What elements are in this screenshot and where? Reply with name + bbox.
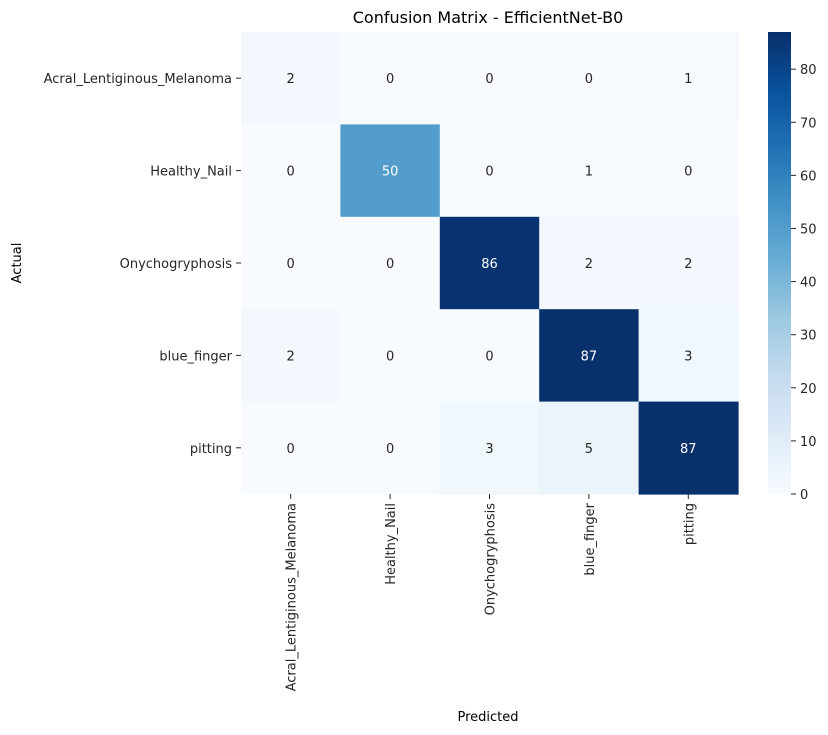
cell-value-label: 87 — [581, 349, 598, 364]
heatmap-cell — [638, 401, 739, 495]
heatmap-cell — [241, 401, 341, 495]
cell-value-label: 3 — [684, 349, 692, 364]
cell-value-label: 0 — [485, 72, 493, 87]
cell-value-label: 5 — [585, 442, 593, 457]
cell-value-label: 0 — [386, 442, 394, 457]
heatmap-cells — [241, 32, 739, 495]
cell-value-label: 0 — [684, 165, 692, 180]
cell-value-label: 0 — [287, 165, 295, 180]
cell-value-label: 1 — [684, 72, 692, 87]
colorbar: 0 10 20 30 40 50 60 70 80 — [768, 32, 817, 503]
cell-value-label: 1 — [585, 165, 593, 180]
y-tick-labels: Acral_Lentiginous_Melanoma Healthy_Nail On… — [44, 72, 241, 457]
cell-value-label: 0 — [386, 72, 394, 87]
cell-value-label: 2 — [684, 257, 692, 272]
colorbar-tick-label: 10 — [800, 435, 817, 450]
heatmap-cell — [539, 124, 640, 218]
heatmap-cell — [241, 216, 341, 310]
cell-annotations: 2 0 0 0 1 0 50 0 1 0 0 0 86 2 2 2 0 0 87 3 0 0 3 5 87 — [287, 72, 697, 457]
chart-title: Confusion Matrix - EfficientNet-B0 — [353, 8, 624, 27]
cell-value-label: 2 — [287, 349, 295, 364]
x-tick-label: Onychogryphosis — [484, 503, 499, 616]
heatmap-cell — [638, 216, 739, 310]
cell-value-label: 0 — [585, 72, 593, 87]
cell-value-label: 0 — [485, 349, 493, 364]
heatmap-cell — [638, 32, 739, 125]
y-tick-label: Onychogryphosis — [120, 257, 233, 272]
cell-value-label: 0 — [386, 349, 394, 364]
cell-value-label: 3 — [485, 442, 493, 457]
heatmap-cell — [539, 32, 640, 125]
cell-value-label: 50 — [382, 165, 399, 180]
heatmap-cell — [539, 216, 640, 310]
y-tick-label: Healthy_Nail — [150, 165, 232, 180]
cell-value-label: 87 — [680, 442, 697, 457]
heatmap-cell — [439, 124, 540, 218]
colorbar-tick-label: 20 — [800, 382, 817, 397]
heatmap-cell — [638, 124, 739, 218]
heatmap-cell — [340, 216, 441, 310]
heatmap-cell — [439, 401, 540, 495]
y-tick-label: blue_finger — [159, 349, 232, 364]
x-axis-label: Predicted — [457, 710, 518, 725]
x-tick-labels: Acral_Lentiginous_Melanoma Healthy_Nail On… — [285, 494, 697, 691]
x-tick-label: pitting — [682, 503, 697, 545]
colorbar-tick-label: 40 — [800, 276, 817, 291]
colorbar-tick-label: 60 — [800, 169, 817, 184]
heatmap-cell — [439, 32, 540, 125]
heatmap-cell — [340, 32, 441, 125]
heatmap-cell — [241, 309, 341, 403]
colorbar-tick-label: 50 — [800, 222, 817, 237]
colorbar-tick-label: 80 — [800, 63, 817, 78]
cell-value-label: 0 — [287, 257, 295, 272]
heatmap-cell — [340, 124, 441, 218]
cell-value-label: 0 — [386, 257, 394, 272]
colorbar-tick-label: 30 — [800, 329, 817, 344]
heatmap-cell — [241, 124, 341, 218]
x-tick-label: blue_finger — [583, 502, 598, 575]
colorbar-tick-label: 70 — [800, 116, 817, 131]
y-axis-label: Actual — [10, 243, 25, 284]
heatmap-cell — [340, 401, 441, 495]
colorbar-tick-label: 0 — [800, 488, 808, 503]
cell-value-label: 86 — [481, 257, 498, 272]
y-tick-label: Acral_Lentiginous_Melanoma — [44, 72, 232, 87]
heatmap-cell — [638, 309, 739, 403]
x-tick-label: Acral_Lentiginous_Melanoma — [285, 503, 300, 691]
x-tick-label: Healthy_Nail — [384, 503, 399, 585]
heatmap-cell — [340, 309, 441, 403]
cell-value-label: 2 — [585, 257, 593, 272]
heatmap-cell — [439, 309, 540, 403]
colorbar-gradient — [768, 32, 791, 494]
cell-value-label: 0 — [485, 165, 493, 180]
heatmap-cell — [241, 32, 341, 125]
heatmap-cell — [439, 216, 540, 310]
heatmap-cell — [539, 309, 640, 403]
cell-value-label: 2 — [287, 72, 295, 87]
heatmap-cell — [539, 401, 640, 495]
cell-value-label: 0 — [287, 442, 295, 457]
y-tick-label: pitting — [190, 442, 232, 457]
